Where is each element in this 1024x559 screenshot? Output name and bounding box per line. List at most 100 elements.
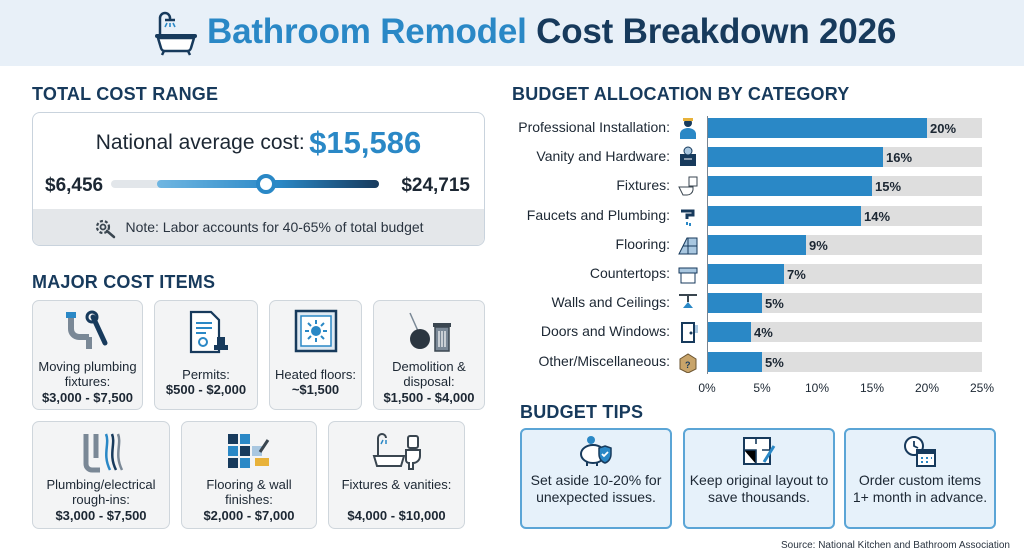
bar-value-label: 7% bbox=[787, 267, 806, 282]
bar-value-label: 20% bbox=[930, 121, 957, 136]
countertop-icon bbox=[678, 267, 698, 284]
wrecking-ball-trash-icon bbox=[409, 312, 451, 352]
bar-category-label: Fixtures: bbox=[616, 177, 670, 194]
permit-document-stamp-icon bbox=[189, 310, 228, 354]
floor-tiles-icon bbox=[678, 237, 698, 255]
bar-category-label: Flooring: bbox=[615, 235, 670, 252]
budget-allocation-heading: BUDGET ALLOCATION BY CATEGORY bbox=[512, 84, 850, 104]
cost-item-value: $500 - $2,000 bbox=[165, 382, 247, 397]
cost-item-card: Moving plumbing fixtures: $3,000 - $7,50… bbox=[32, 300, 143, 410]
average-cost-value: $15,586 bbox=[309, 125, 422, 160]
header-banner: Bathroom Remodel Cost Breakdown 2026 bbox=[0, 0, 1024, 66]
x-axis-tick-label: 10% bbox=[804, 381, 830, 395]
cost-item-label: Flooring & wall finishes: bbox=[206, 477, 292, 507]
bar-value-label: 14% bbox=[864, 208, 891, 224]
cost-item-value: $2,000 - $7,000 bbox=[203, 508, 295, 523]
floor-plan-pencil-icon bbox=[743, 437, 776, 465]
budget-tip-card: Set aside 10-20% for unexpected issues. bbox=[520, 428, 672, 529]
cost-item-label: Moving plumbing fixtures: bbox=[38, 359, 137, 389]
range-low-value: $6,456 bbox=[45, 175, 104, 196]
bar-category-label: Vanity and Hardware: bbox=[536, 148, 670, 165]
cost-item-label: Demolition & disposal: bbox=[392, 359, 466, 389]
title-part-1: Bathroom Remodel bbox=[207, 12, 527, 51]
worker-icon bbox=[680, 118, 696, 139]
clock-calendar-icon bbox=[904, 436, 936, 467]
bar-category-label: Walls and Ceilings: bbox=[551, 294, 670, 311]
bathtub-shower-icon bbox=[155, 11, 197, 56]
cost-item-card: Demolition & disposal: $1,500 - $4,000 bbox=[373, 300, 485, 410]
light-fixture-icon bbox=[679, 294, 697, 309]
title-part-2: Cost Breakdown 2026 bbox=[536, 12, 897, 51]
faucet-icon bbox=[681, 209, 695, 226]
total-cost-range-heading: TOTAL COST RANGE bbox=[32, 84, 219, 104]
budget-tip-text: Set aside 10-20% for unexpected issues. bbox=[530, 472, 662, 505]
bar-value-label: 5% bbox=[765, 296, 784, 312]
tiles-brush-icon bbox=[228, 434, 270, 468]
budget-tip-card: Order custom items 1+ month in advance. bbox=[844, 428, 996, 529]
chart-y-axis-line bbox=[707, 116, 708, 374]
cost-item-card: Permits: $500 - $2,000 bbox=[154, 300, 258, 410]
cost-item-card: Fixtures & vanities: $4,000 - $10,000 bbox=[328, 421, 465, 529]
bar bbox=[707, 234, 806, 255]
heated-floor-icon bbox=[294, 309, 337, 353]
bar-category-label: Faucets and Plumbing: bbox=[526, 206, 670, 223]
svg-text:?: ? bbox=[685, 360, 691, 370]
bar-category-label: Countertops: bbox=[589, 265, 670, 281]
bar-track bbox=[707, 351, 982, 372]
cost-range-slider-track bbox=[111, 174, 379, 194]
cost-item-card: Heated floors: ~$1,500 bbox=[269, 300, 362, 410]
bar bbox=[707, 322, 751, 343]
cost-range-slider-knob bbox=[256, 174, 276, 194]
bar bbox=[707, 118, 927, 138]
bar-value-label: 5% bbox=[765, 354, 784, 370]
vanity-icon bbox=[680, 146, 696, 167]
x-axis-tick-label: 20% bbox=[914, 381, 940, 395]
cost-item-value: $3,000 - $7,500 bbox=[41, 390, 134, 405]
pipes-wires-icon bbox=[83, 433, 124, 473]
pipe-wrench-icon bbox=[65, 310, 107, 349]
budget-tip-text: Order custom items 1+ month in advance. bbox=[852, 472, 988, 505]
bar-value-label: 4% bbox=[754, 325, 773, 341]
bar-value-label: 9% bbox=[809, 237, 828, 253]
budget-tips-heading: BUDGET TIPS bbox=[520, 402, 644, 422]
budget-tip-card: Keep original layout to save thousands. bbox=[683, 428, 835, 529]
x-axis-tick-label: 5% bbox=[753, 381, 771, 395]
piggy-bank-shield-icon bbox=[580, 436, 612, 466]
total-cost-range-card: National average cost: $15,586 $6,456 $2… bbox=[32, 112, 485, 246]
toilet-icon bbox=[678, 176, 698, 196]
cost-item-value: $3,000 - $7,500 bbox=[55, 508, 147, 523]
cost-item-value: $4,000 - $10,000 bbox=[347, 508, 446, 523]
source-citation: Source: National Kitchen and Bathroom As… bbox=[780, 540, 1010, 551]
bar bbox=[707, 176, 872, 197]
bar-category-label: Other/Miscellaneous: bbox=[538, 352, 670, 369]
bar-track bbox=[707, 322, 982, 343]
x-axis-tick-label: 25% bbox=[969, 381, 995, 395]
door-icon bbox=[681, 322, 698, 344]
budget-tip-text: Keep original layout to save thousands. bbox=[689, 472, 829, 505]
cost-item-label: Heated floors: bbox=[275, 367, 356, 382]
gear-wrench-icon bbox=[96, 219, 116, 239]
x-axis-tick-label: 15% bbox=[859, 381, 885, 395]
cost-item-card: Plumbing/electrical rough-ins: $3,000 - … bbox=[32, 421, 170, 529]
labor-note-text: Note: Labor accounts for 40-65% of total… bbox=[125, 219, 424, 235]
major-cost-items-heading: MAJOR COST ITEMS bbox=[32, 272, 216, 292]
cost-item-label: Fixtures & vanities: bbox=[341, 477, 452, 492]
average-cost-line: National average cost: $15,586 bbox=[33, 125, 484, 161]
bar-value-label: 15% bbox=[875, 179, 902, 195]
cost-item-value: $1,500 - $4,000 bbox=[383, 390, 475, 405]
average-cost-label: National average cost: bbox=[95, 131, 305, 154]
bar bbox=[707, 293, 762, 314]
page-title: Bathroom Remodel Cost Breakdown 2026 bbox=[207, 12, 896, 52]
bar bbox=[707, 264, 784, 284]
cost-item-card: Flooring & wall finishes: $2,000 - $7,00… bbox=[181, 421, 317, 529]
range-high-value: $24,715 bbox=[401, 175, 470, 196]
bar bbox=[707, 351, 762, 372]
box-question-icon: ? bbox=[679, 353, 697, 373]
cost-item-value: ~$1,500 bbox=[291, 382, 340, 397]
labor-note: Note: Labor accounts for 40-65% of total… bbox=[33, 209, 484, 245]
bar-category-label: Professional Installation: bbox=[518, 119, 670, 135]
tub-toilet-icon bbox=[372, 433, 421, 470]
cost-item-label: Plumbing/electrical rough-ins: bbox=[46, 477, 156, 507]
bar-category-label: Doors and Windows: bbox=[540, 323, 670, 340]
bar bbox=[707, 147, 883, 168]
